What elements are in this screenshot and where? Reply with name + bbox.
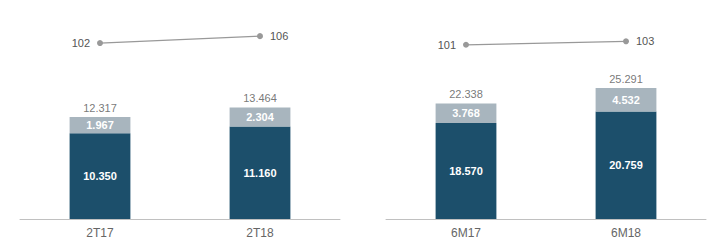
svg-text:12.317: 12.317 xyxy=(83,102,117,114)
svg-text:18.570: 18.570 xyxy=(449,165,483,177)
svg-text:2T17: 2T17 xyxy=(86,226,114,240)
svg-text:22.338: 22.338 xyxy=(449,88,483,100)
svg-text:20.759: 20.759 xyxy=(609,159,643,171)
svg-text:25.291: 25.291 xyxy=(609,73,643,85)
svg-text:6M18: 6M18 xyxy=(611,226,641,240)
svg-text:106: 106 xyxy=(270,30,288,42)
svg-text:102: 102 xyxy=(72,37,90,49)
svg-text:101: 101 xyxy=(438,39,456,51)
svg-text:10.350: 10.350 xyxy=(83,170,117,182)
svg-text:6M17: 6M17 xyxy=(451,226,481,240)
svg-text:13.464: 13.464 xyxy=(243,92,277,104)
svg-text:2T18: 2T18 xyxy=(246,226,274,240)
svg-text:4.532: 4.532 xyxy=(612,94,640,106)
svg-text:2.304: 2.304 xyxy=(246,111,274,123)
svg-text:103: 103 xyxy=(636,35,654,47)
svg-text:3.768: 3.768 xyxy=(452,107,480,119)
svg-text:1.967: 1.967 xyxy=(86,119,114,131)
svg-text:11.160: 11.160 xyxy=(243,167,276,179)
